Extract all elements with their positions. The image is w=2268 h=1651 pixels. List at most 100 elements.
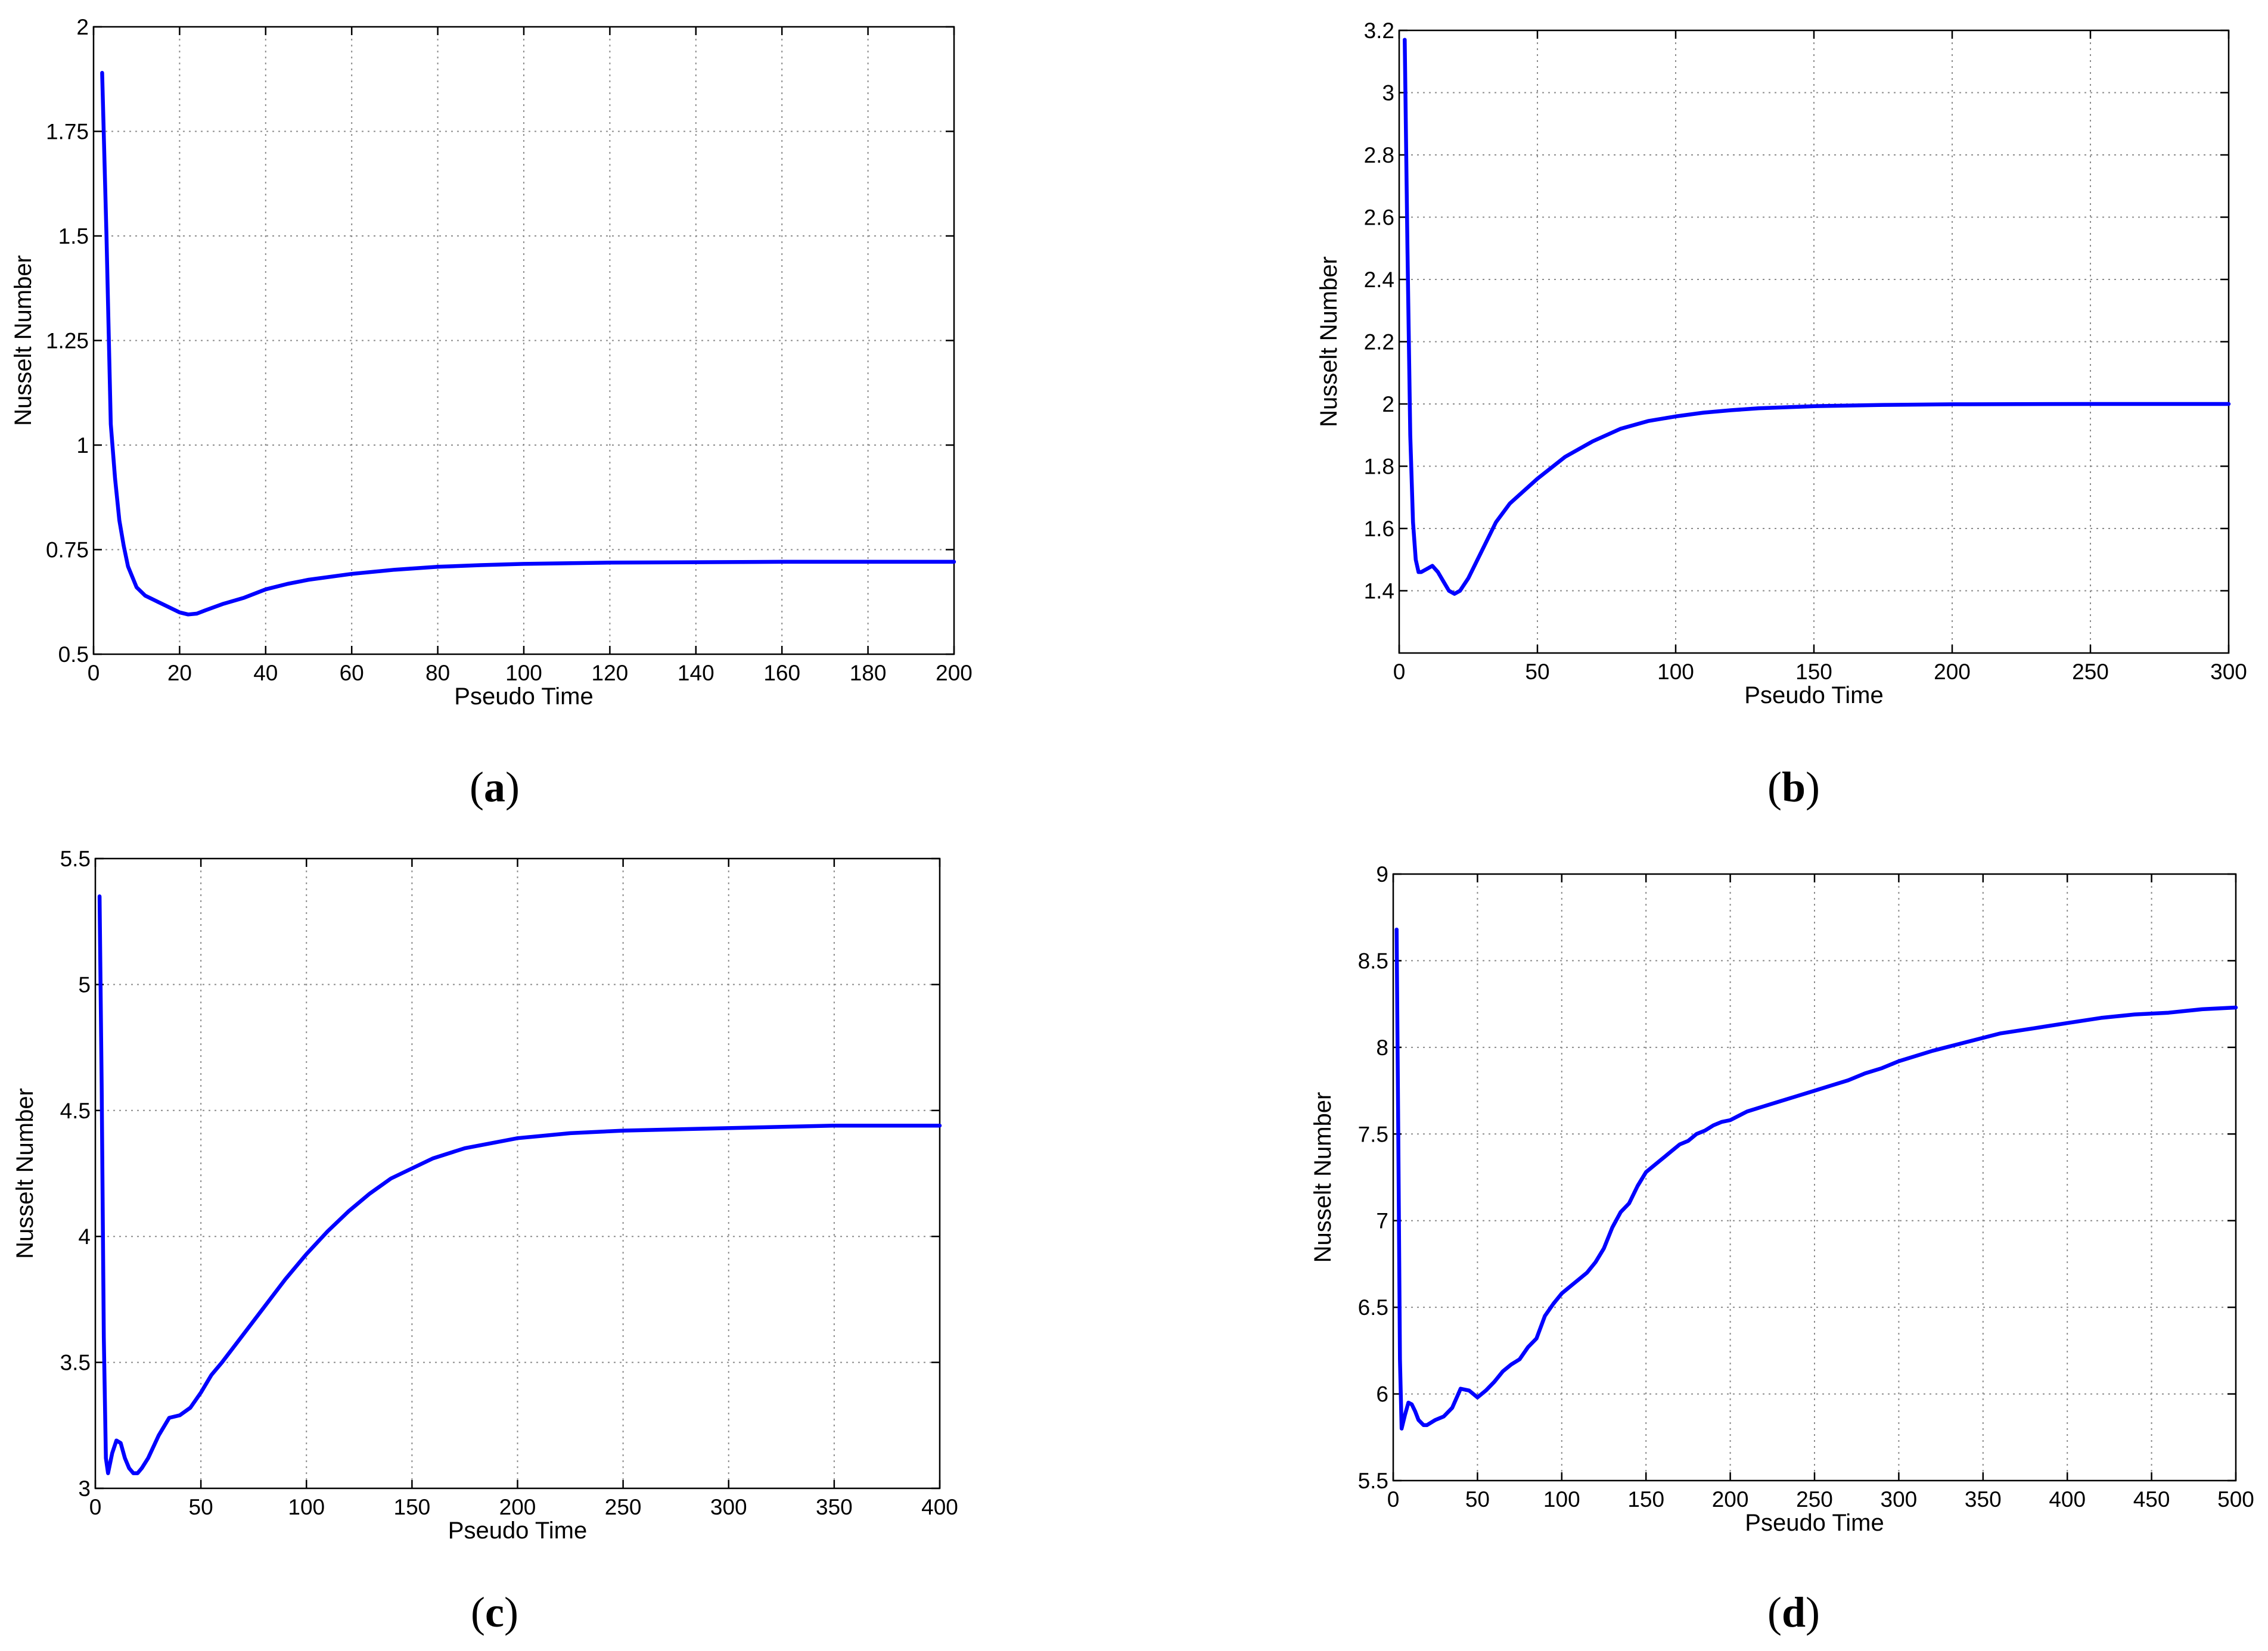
x-tick-label: 100 xyxy=(1657,660,1694,684)
y-axis-label: Nusselt Number xyxy=(1316,256,1342,427)
caption-close-paren: ) xyxy=(1806,763,1820,811)
x-tick-label: 150 xyxy=(1627,1487,1664,1512)
y-tick-label: 1.4 xyxy=(1364,579,1394,604)
x-tick-label: 50 xyxy=(189,1495,213,1519)
x-tick-label: 300 xyxy=(2210,660,2247,684)
y-tick-label: 1.5 xyxy=(58,224,89,248)
caption-close-paren: ) xyxy=(1806,1588,1820,1636)
caption-open-paren: ( xyxy=(471,1588,485,1636)
caption-letter: b xyxy=(1782,763,1806,811)
x-tick-label: 200 xyxy=(499,1495,536,1519)
x-tick-label: 0 xyxy=(89,1495,102,1519)
x-tick-label: 50 xyxy=(1525,660,1549,684)
y-tick-label: 2 xyxy=(76,15,89,39)
x-axis-label: Pseudo Time xyxy=(1744,682,1883,708)
y-tick-label: 6 xyxy=(1376,1382,1388,1407)
x-axis-label: Pseudo Time xyxy=(448,1518,587,1544)
y-tick-label: 2.6 xyxy=(1364,206,1394,230)
x-tick-label: 350 xyxy=(816,1495,853,1519)
x-tick-label: 140 xyxy=(678,661,714,685)
nusselt-number-line xyxy=(1394,927,2238,1431)
x-tick-label: 250 xyxy=(605,1495,642,1519)
x-tick-label: 500 xyxy=(2217,1487,2254,1512)
plot-area xyxy=(1392,873,2237,1482)
chart-panel-c: 0 50 100 150 200 250 300 350 400 3 3.5 4 4.5 5 5.5 Pseu… xyxy=(12,847,958,1636)
y-tick-label: 1.75 xyxy=(46,120,89,144)
x-axis-label: Pseudo Time xyxy=(454,683,593,710)
y-tick-label: 3.2 xyxy=(1364,18,1394,43)
y-tick-label: 4 xyxy=(78,1224,91,1249)
caption-letter: d xyxy=(1782,1588,1806,1636)
y-tick-label: 8 xyxy=(1376,1036,1388,1060)
caption-open-paren: ( xyxy=(1767,763,1782,811)
nusselt-number-line xyxy=(100,70,956,617)
chart-panel-b: 0 50 100 150 200 250 300 1.4 1.6 1.8 2 2.2 2.4 2.6 2.8… xyxy=(1316,18,2247,811)
x-tick-label: 80 xyxy=(425,661,450,685)
y-tick-label: 7.5 xyxy=(1358,1122,1388,1146)
y-tick-label: 9 xyxy=(1376,862,1388,887)
panel-caption-c: (c) xyxy=(471,1588,518,1636)
caption-letter: c xyxy=(485,1588,504,1636)
x-tick-label: 300 xyxy=(1881,1487,1918,1512)
x-tick-label: 250 xyxy=(2072,660,2109,684)
x-tick-label: 250 xyxy=(1796,1487,1833,1512)
y-tick-label: 0.75 xyxy=(46,538,89,562)
x-tick-label: 400 xyxy=(921,1495,958,1519)
nusselt-number-line xyxy=(1403,38,2231,596)
y-tick-label: 1 xyxy=(76,433,89,458)
x-tick-label: 50 xyxy=(1465,1487,1490,1512)
y-axis-label: Nusselt Number xyxy=(12,1088,38,1259)
x-tick-label: 200 xyxy=(1934,660,1971,684)
y-tick-label: 5.5 xyxy=(1358,1469,1388,1493)
y-tick-label: 7 xyxy=(1376,1209,1388,1233)
y-tick-label: 3.5 xyxy=(60,1351,91,1375)
plot-area xyxy=(94,857,941,1490)
x-tick-label: 350 xyxy=(1965,1487,2002,1512)
y-tick-label: 5.5 xyxy=(60,847,91,871)
x-tick-label: 160 xyxy=(763,661,800,685)
chart-panel-a: 0 20 40 60 80 100 120 140 160 180 200 0.5 0.75 1 1.25 1… xyxy=(10,15,973,811)
caption-open-paren: ( xyxy=(470,763,484,811)
y-tick-label: 4.5 xyxy=(60,1099,91,1123)
y-tick-label: 1.25 xyxy=(46,329,89,353)
y-tick-label: 2 xyxy=(1382,392,1394,416)
x-tick-label: 40 xyxy=(253,661,278,685)
x-tick-label: 300 xyxy=(710,1495,747,1519)
y-tick-label: 1.6 xyxy=(1364,517,1394,541)
x-tick-label: 120 xyxy=(592,661,629,685)
x-tick-label: 200 xyxy=(936,661,973,685)
x-tick-label: 200 xyxy=(1712,1487,1749,1512)
y-tick-label: 2.2 xyxy=(1364,330,1394,355)
caption-open-paren: ( xyxy=(1767,1588,1782,1636)
x-tick-label: 100 xyxy=(1543,1487,1580,1512)
x-tick-label: 0 xyxy=(1393,660,1406,684)
x-axis-label: Pseudo Time xyxy=(1745,1510,1884,1536)
y-tick-label: 3 xyxy=(78,1476,91,1501)
caption-close-paren: ) xyxy=(504,1588,518,1636)
x-tick-label: 180 xyxy=(850,661,887,685)
y-tick-label: 5 xyxy=(78,972,91,997)
y-tick-label: 0.5 xyxy=(58,642,89,667)
y-axis-label: Nusselt Number xyxy=(10,255,36,426)
x-tick-label: 400 xyxy=(2049,1487,2086,1512)
x-tick-label: 60 xyxy=(340,661,364,685)
caption-letter: a xyxy=(484,763,505,811)
x-tick-label: 100 xyxy=(505,661,542,685)
x-tick-label: 150 xyxy=(394,1495,431,1519)
y-tick-label: 1.8 xyxy=(1364,455,1394,479)
x-tick-label: 150 xyxy=(1795,660,1832,684)
y-tick-label: 2.8 xyxy=(1364,143,1394,167)
x-tick-label: 20 xyxy=(167,661,192,685)
x-tick-label: 0 xyxy=(1387,1487,1400,1512)
caption-close-paren: ) xyxy=(505,763,520,811)
y-tick-label: 2.4 xyxy=(1364,268,1394,292)
y-tick-label: 3 xyxy=(1382,81,1394,105)
nusselt-number-line xyxy=(97,894,942,1475)
y-axis-label: Nusselt Number xyxy=(1310,1092,1336,1263)
panel-caption-d: (d) xyxy=(1767,1588,1820,1636)
chart-panel-d: 0 50 100 150 200 250 300 350 400 450 500 5.5 6 6.5 7 7.… xyxy=(1310,862,2254,1636)
panel-caption-b: (b) xyxy=(1767,763,1820,811)
y-tick-label: 8.5 xyxy=(1358,949,1388,973)
y-tick-label: 6.5 xyxy=(1358,1295,1388,1320)
